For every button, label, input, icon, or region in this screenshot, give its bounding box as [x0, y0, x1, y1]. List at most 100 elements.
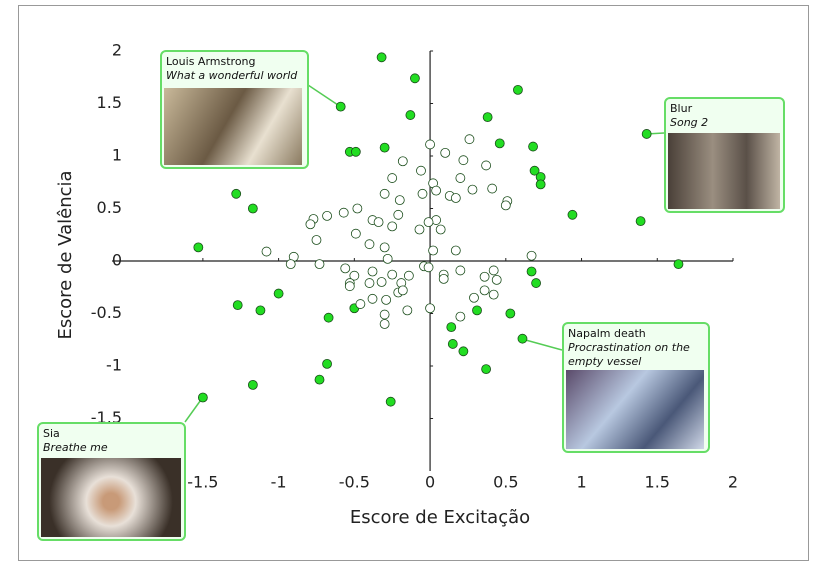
annotation-subtitle: Procrastination on the empty vessel: [568, 341, 704, 369]
point: [383, 254, 392, 263]
annotation-subtitle: Song 2: [670, 116, 779, 130]
point: [382, 295, 391, 304]
y-axis-label: Escore de Valência: [55, 170, 76, 339]
x-tick-label: -1.5: [187, 473, 218, 492]
point: [426, 304, 435, 313]
point: [286, 260, 295, 269]
point: [315, 260, 324, 269]
annotation-title: Sia: [43, 427, 60, 440]
point: [483, 113, 492, 122]
point: [501, 201, 510, 210]
x-tick-label: 1.5: [645, 473, 670, 492]
point: [432, 186, 441, 195]
point: [368, 267, 377, 276]
point: [380, 143, 389, 152]
point: [536, 180, 545, 189]
x-tick-label: 0: [425, 473, 435, 492]
point: [351, 229, 360, 238]
point: [377, 278, 386, 287]
point: [518, 334, 527, 343]
point: [388, 222, 397, 231]
point: [451, 194, 460, 203]
point: [398, 157, 407, 166]
x-tick-label: 2: [728, 473, 738, 492]
point: [527, 251, 536, 260]
point: [232, 189, 241, 198]
point: [489, 290, 498, 299]
thumbnail: [566, 370, 704, 449]
point: [368, 294, 377, 303]
point: [394, 210, 403, 219]
point: [365, 279, 374, 288]
point: [374, 218, 383, 227]
point: [465, 135, 474, 144]
point: [451, 246, 460, 255]
point: [447, 323, 456, 332]
point: [473, 306, 482, 315]
point: [416, 166, 425, 175]
point: [527, 267, 536, 276]
point: [482, 365, 491, 374]
point: [468, 185, 477, 194]
y-tick-label: -1: [106, 356, 122, 375]
point: [356, 300, 365, 309]
y-tick-label: 2: [112, 41, 122, 60]
annotation-title: Blur: [670, 102, 692, 115]
point: [426, 140, 435, 149]
point: [262, 247, 271, 256]
point: [380, 320, 389, 329]
point: [380, 189, 389, 198]
point: [436, 225, 445, 234]
point: [448, 339, 457, 348]
thumbnail: [41, 458, 181, 537]
y-tick-label: 0: [112, 251, 122, 270]
point: [410, 74, 419, 83]
point: [441, 148, 450, 157]
point: [418, 189, 427, 198]
point: [456, 174, 465, 183]
point: [488, 184, 497, 193]
x-tick-label: -1: [271, 473, 287, 492]
annotation-subtitle: What a wonderful world: [166, 69, 303, 83]
point: [456, 312, 465, 321]
point: [480, 272, 489, 281]
point: [429, 246, 438, 255]
annotation-title: Louis Armstrong: [166, 55, 256, 68]
annotation-box: Blur Song 2: [664, 97, 785, 213]
x-tick-label: 1: [576, 473, 586, 492]
annotation-subtitle: Breathe me: [43, 441, 180, 455]
leader-line: [522, 339, 562, 350]
y-tick-label: 1: [112, 146, 122, 165]
x-tick-label: 0.5: [493, 473, 518, 492]
point: [642, 129, 651, 138]
point: [380, 243, 389, 252]
point: [324, 313, 333, 322]
point: [674, 260, 683, 269]
point: [306, 220, 315, 229]
thumbnail: [164, 88, 302, 165]
point: [323, 359, 332, 368]
point: [198, 393, 207, 402]
point: [323, 211, 332, 220]
point: [404, 271, 413, 280]
point: [315, 375, 324, 384]
point: [459, 156, 468, 165]
point: [459, 347, 468, 356]
x-axis-label: Escore de Excitação: [350, 507, 530, 528]
point: [495, 139, 504, 148]
point: [506, 309, 515, 318]
point: [248, 204, 257, 213]
point: [339, 208, 348, 217]
point: [395, 196, 404, 205]
point: [233, 301, 242, 310]
thumbnail: [668, 133, 780, 209]
point: [406, 111, 415, 120]
annotation-box: Sia Breathe me: [37, 422, 186, 541]
annotation-box: Napalm death Procrastination on the empt…: [562, 322, 710, 453]
point: [403, 306, 412, 315]
point: [248, 380, 257, 389]
leader-line: [308, 85, 341, 107]
point: [513, 85, 522, 94]
point: [386, 397, 395, 406]
point: [353, 204, 362, 213]
